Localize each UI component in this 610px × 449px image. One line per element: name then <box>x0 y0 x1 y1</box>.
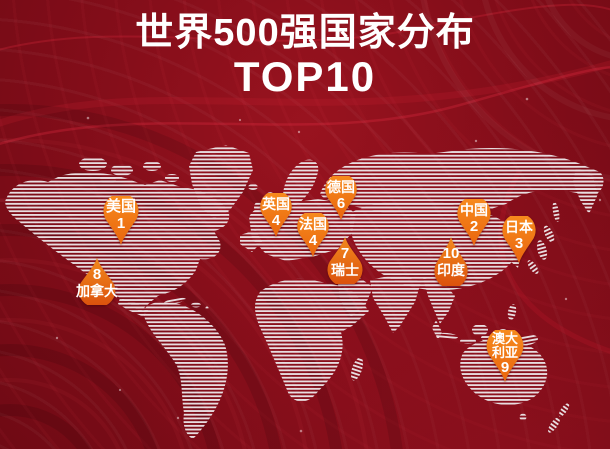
drop-icon <box>327 236 363 284</box>
marker-india[interactable]: 10 印度 <box>432 236 470 286</box>
page-title: 世界500强国家分布 TOP10 <box>0 10 610 98</box>
pin-icon <box>457 199 491 247</box>
marker-rank: 7 <box>340 245 350 262</box>
marker-country-label: 英国 <box>262 196 290 212</box>
pin-icon <box>297 213 329 258</box>
marker-rank: 9 <box>500 359 510 376</box>
marker-rank: 4 <box>271 212 281 229</box>
marker-country-label: 印度 <box>437 262 465 278</box>
marker-uk[interactable]: 英国 4 <box>258 193 294 238</box>
continents <box>5 145 604 439</box>
marker-rank: 10 <box>442 245 460 262</box>
marker-canada[interactable]: 8 加拿大 <box>76 257 118 305</box>
page-title-line2: TOP10 <box>233 53 377 100</box>
page-title-line1: 世界500强国家分布 <box>135 12 475 54</box>
marker-country-label: 中国 <box>460 202 488 218</box>
marker-country-label: 法国 <box>299 216 327 232</box>
marker-japan[interactable]: 日本 3 <box>500 216 538 264</box>
marker-country-label: 澳大利亚 <box>491 331 518 360</box>
marker-country-label: 加拿大 <box>76 283 118 299</box>
drop-icon <box>78 257 116 305</box>
drop-icon <box>434 237 468 286</box>
marker-usa[interactable]: 美国 1 <box>101 196 141 246</box>
marker-france[interactable]: 法国 4 <box>295 213 331 258</box>
marker-switzerland[interactable]: 7 瑞士 <box>325 236 365 284</box>
pin-icon <box>103 196 139 245</box>
marker-country-label: 日本 <box>505 219 533 235</box>
marker-rank: 1 <box>116 215 126 232</box>
marker-country-label: 德国 <box>327 179 355 195</box>
marker-china[interactable]: 中国 2 <box>455 199 493 247</box>
marker-country-label: 瑞士 <box>331 262 359 278</box>
marker-rank: 3 <box>514 235 524 252</box>
marker-australia[interactable]: 澳大利亚 9 <box>484 330 526 383</box>
marker-rank: 2 <box>469 218 479 235</box>
marker-germany[interactable]: 德国 6 <box>323 176 359 221</box>
marker-rank: 4 <box>308 232 318 249</box>
pin-icon <box>486 330 524 382</box>
world-map <box>5 145 604 439</box>
pin-icon <box>325 176 357 221</box>
marker-rank: 8 <box>92 266 102 283</box>
pin-icon <box>260 193 292 238</box>
pin-icon <box>502 216 536 264</box>
marker-country-label: 美国 <box>105 198 136 215</box>
marker-rank: 6 <box>336 195 346 212</box>
